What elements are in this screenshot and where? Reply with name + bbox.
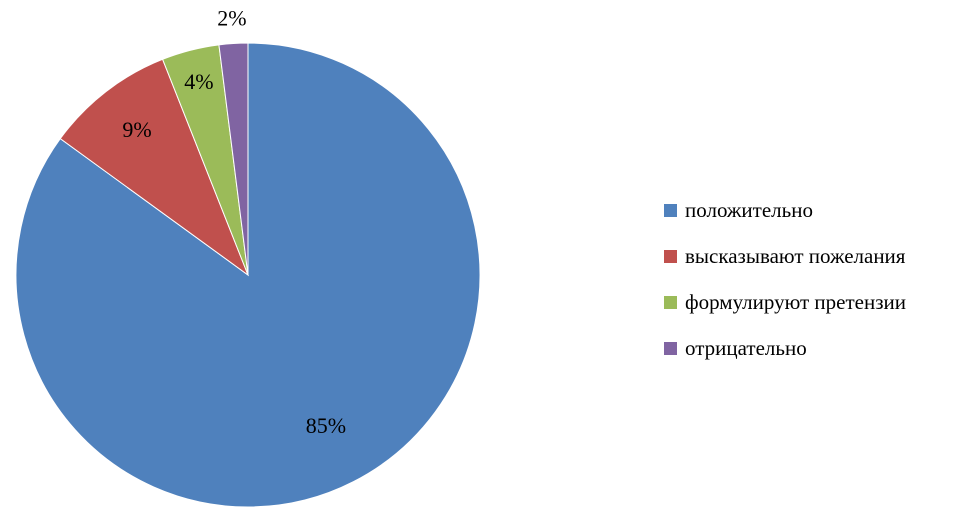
pie-slice-4 [218,42,249,276]
legend-item-4: отрицательно [664,336,906,360]
data-label-2: 9% [122,117,151,142]
pie-slice-2 [59,58,250,277]
data-label-1: 85% [306,413,346,438]
legend-label-4: отрицательно [685,335,807,360]
legend-swatch-2 [664,249,677,263]
legend-swatch-3 [664,295,677,309]
data-label-4: 2% [217,5,246,30]
legend: положительно высказывают пожелания формули… [664,198,906,382]
legend-item-1: положительно [664,198,906,222]
legend-label-3: формулируют претензии [685,289,907,314]
legend-label-2: высказывают пожелания [685,243,906,268]
legend-swatch-4 [664,341,677,355]
legend-swatch-1 [664,203,677,217]
data-label-3: 4% [184,69,213,94]
legend-label-1: положительно [685,197,813,222]
legend-item-2: высказывают пожелания [664,244,906,268]
legend-item-3: формулируют претензии [664,290,906,314]
